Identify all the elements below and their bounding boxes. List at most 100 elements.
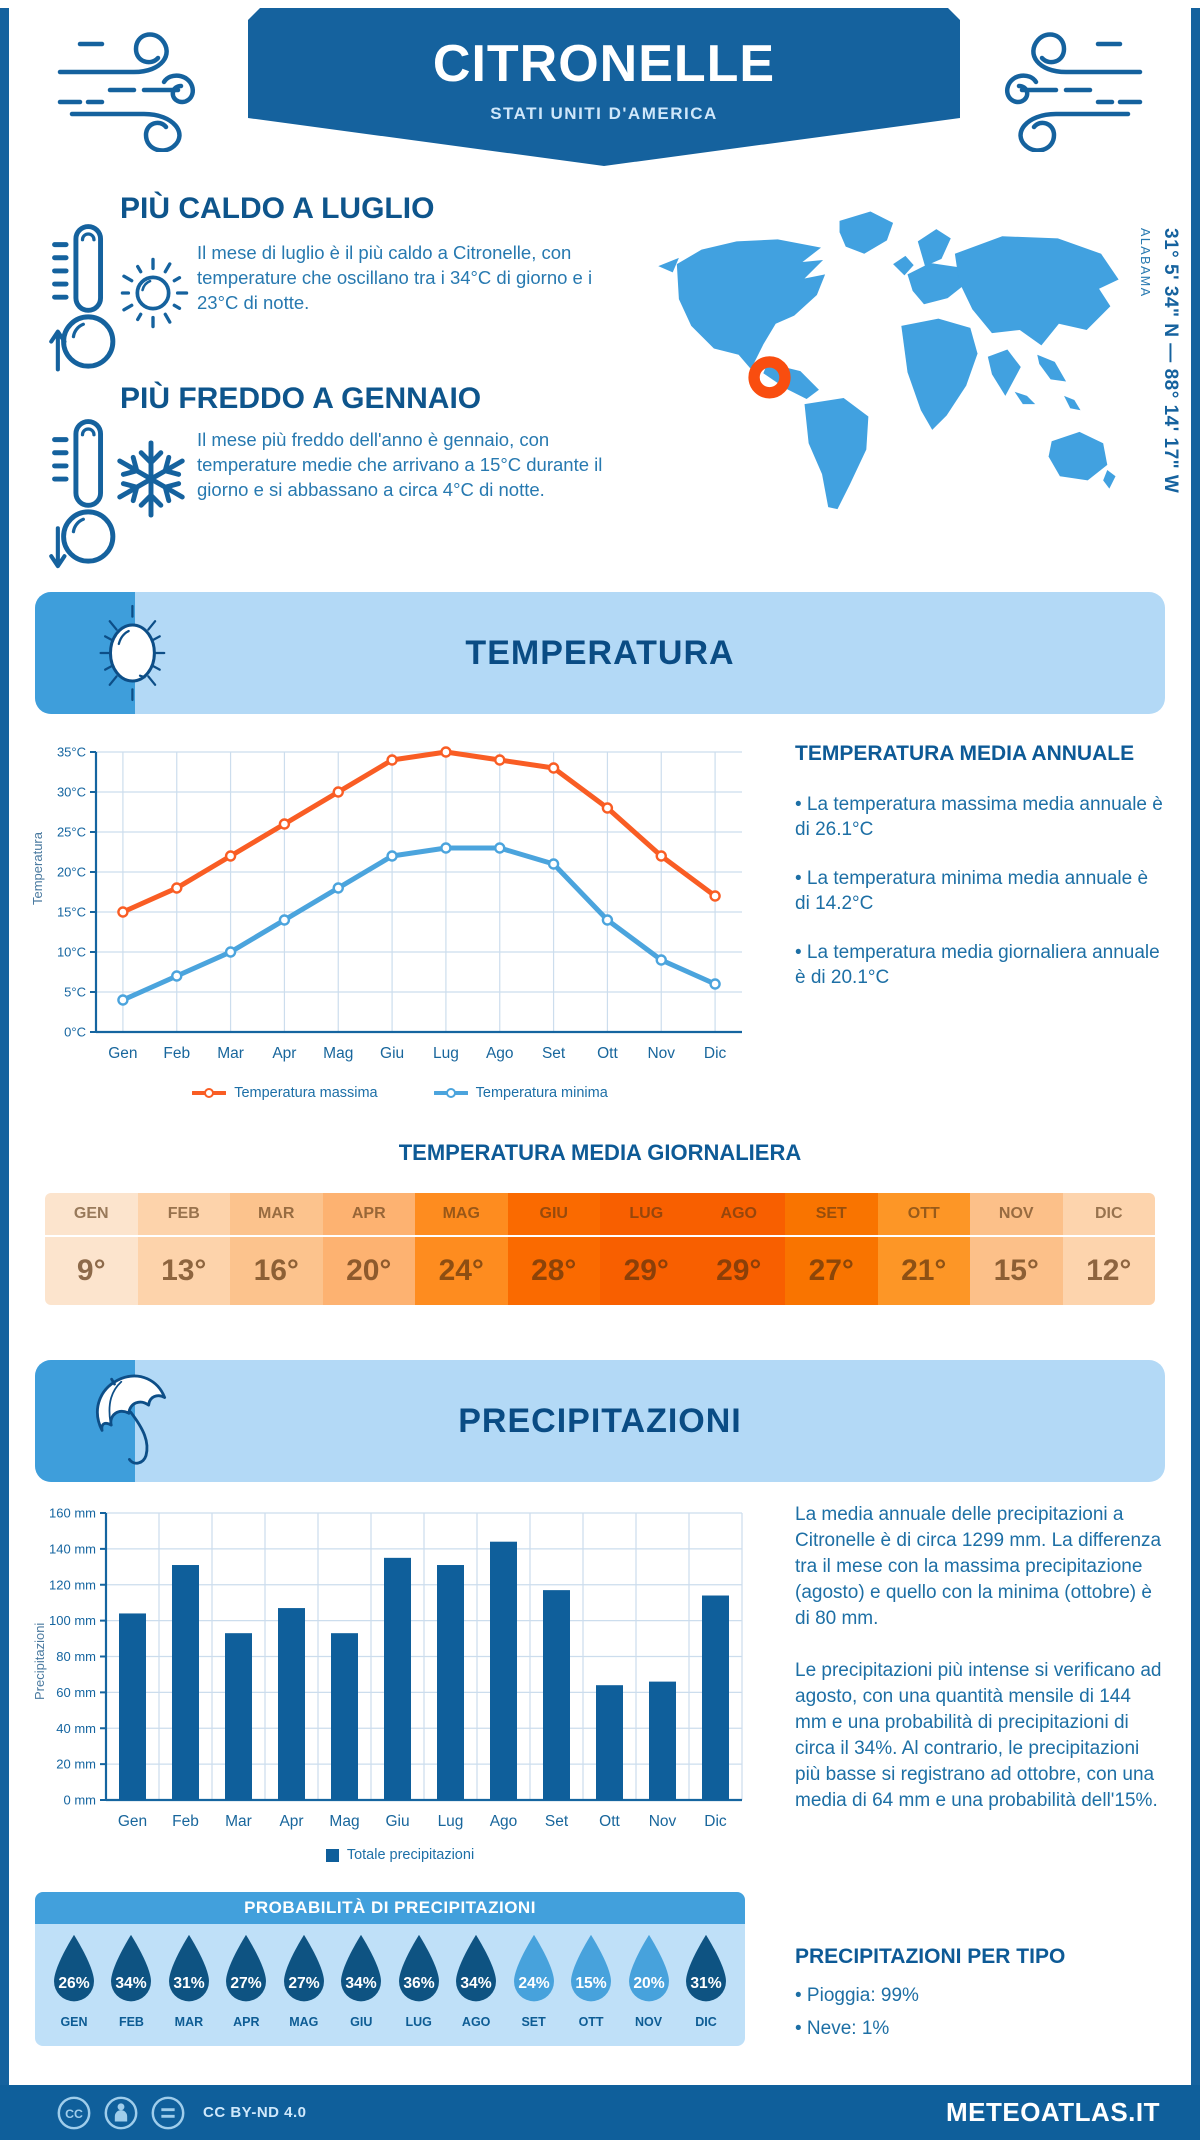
probability-droplet: 24% SET [507,1932,561,2046]
svg-text:Mag: Mag [323,1045,353,1062]
droplet-month: LUG [405,2015,432,2029]
daily-table-month: OTT [877,1193,970,1237]
daily-table-column: FEB 13° [137,1193,230,1305]
droplet-icon: 34% [456,1934,497,2002]
precipitation-paragraph: La media annuale delle precipitazioni a … [795,1504,1162,1630]
sun-icon [120,257,189,329]
svg-text:Ott: Ott [599,1813,620,1830]
probability-droplet: 34% GIU [334,1932,388,2046]
location-block: ALABAMA 31° 5' 34" N — 88° 14' 17" W [1138,228,1181,528]
legend-line-swatch [433,1088,468,1098]
annual-bullet: • La temperatura massima media annuale è… [795,794,1163,841]
svg-text:Lug: Lug [438,1813,464,1830]
daily-table-month: GIU [507,1193,600,1237]
legend-line-swatch [192,1088,227,1098]
droplet-month: MAG [289,2015,319,2029]
droplet-icon: 31% [168,1934,209,2002]
location-marker [748,356,791,399]
droplet-month: DIC [695,2015,717,2029]
temperature-chart: 0°C 5°C 10°C 15°C 20°C 25°C 30°C 35°C Gen Feb Mar A… [57,745,742,1062]
daily-table-column: GIU 28° [507,1193,600,1305]
droplet-icon: 27% [283,1934,324,2002]
probability-droplet: 36% LUG [392,1932,446,2046]
precipitation-paragraph: Le precipitazioni più intense si verific… [795,1660,1162,1812]
daily-table-column: NOV 15° [970,1193,1063,1305]
legend-item: Totale precipitazioni [325,1847,474,1863]
coordinates-label: 31° 5' 34" N — 88° 14' 17" W [1160,228,1181,494]
daily-table-month: APR [322,1193,415,1237]
precipitation-types-block: PRECIPITAZIONI PER TIPO • Pioggia: 99% • … [795,1945,1167,2049]
umbrella-banner-icon [96,1374,167,1465]
precipitation-type-bullet: • Neve: 1% [795,2018,890,2040]
precipitation-text-block: La media annuale delle precipitazioni a … [795,1502,1167,1840]
annual-bullet: • La temperatura minima media annuale è … [795,868,1149,915]
daily-table-month: DIC [1062,1193,1155,1237]
svg-text:40 mm: 40 mm [56,1721,96,1736]
probability-droplet: 34% AGO [449,1932,503,2046]
svg-text:Nov: Nov [649,1813,677,1830]
daily-table-column: APR 20° [322,1193,415,1305]
svg-text:10°C: 10°C [57,945,86,960]
svg-text:Mar: Mar [225,1813,252,1830]
thermometer-hot-icon [49,224,116,372]
svg-text:31%: 31% [690,1975,721,1992]
daily-table-month: LUG [600,1193,693,1237]
svg-text:100 mm: 100 mm [50,1613,96,1628]
daily-table-column: LUG 29° [600,1193,693,1305]
precipitation-section-title: PRECIPITAZIONI [458,1401,742,1440]
svg-text:34%: 34% [346,1975,377,1992]
legend-label: Temperatura minima [475,1085,608,1101]
svg-text:24%: 24% [518,1975,549,1992]
svg-text:140 mm: 140 mm [50,1541,96,1556]
daily-table-month: MAG [415,1193,508,1237]
svg-text:160 mm: 160 mm [50,1506,96,1521]
daily-table-value: 20° [346,1254,392,1287]
svg-text:Feb: Feb [172,1813,199,1830]
droplet-month: APR [233,2015,260,2029]
cold-title: PIÙ FREDDO A GENNAIO [120,382,482,415]
license-label: CC BY-ND 4.0 [203,2104,307,2121]
svg-text:Gen: Gen [108,1045,137,1062]
daily-table-value: 21° [901,1254,947,1287]
daily-table-column: SET 27° [785,1193,878,1305]
wind-icon [1004,32,1143,152]
daily-table-value: 13° [161,1254,207,1287]
svg-text:Lug: Lug [433,1045,459,1062]
daily-table-column: GEN 9° [45,1193,138,1305]
svg-text:Giu: Giu [380,1045,404,1062]
temperature-chart-wrap: 0°C 5°C 10°C 15°C 20°C 25°C 30°C 35°C Gen Feb Mar A… [50,742,750,1082]
daily-table-column: MAG 24° [415,1193,508,1305]
page-subtitle: STATI UNITI D'AMERICA [490,104,718,123]
precipitation-chart-wrap: 0 mm 20 mm 40 mm 60 mm 80 mm 100 mm 120 mm 140 … [49,1505,750,1850]
precipitation-chart-ylabel: Precipitazioni [32,1622,47,1700]
svg-text:35°C: 35°C [57,745,86,760]
cold-text: Il mese più freddo dell'anno è gennaio, … [197,429,603,500]
daily-table-month: NOV [970,1193,1063,1237]
svg-text:26%: 26% [58,1975,89,1992]
legend-label: Temperatura massima [234,1085,378,1101]
wind-icon [57,32,196,152]
svg-text:Ago: Ago [490,1813,518,1830]
droplet-month: MAR [174,2015,204,2029]
svg-text:15%: 15% [575,1975,606,1992]
droplet-month: GEN [60,2015,88,2029]
droplet-icon: 31% [686,1934,726,2002]
svg-text:20°C: 20°C [57,865,86,880]
svg-text:0°C: 0°C [64,1025,86,1040]
probability-droplets: 26% GEN 34% FEB 31% MAR 27% APR 27% MAG 34% GIU 36% L… [35,1924,745,2046]
daily-table-value: 9° [76,1254,106,1287]
page-title: CITRONELLE [432,35,776,93]
daily-table-value: 29° [716,1254,762,1287]
droplet-icon: 24% [513,1934,554,2002]
svg-text:Apr: Apr [279,1813,303,1830]
probability-droplet: 26% GEN [47,1932,101,2046]
daily-table-column: DIC 12° [1062,1193,1155,1305]
droplet-month: OTT [578,2015,604,2029]
daily-table-value: 12° [1086,1254,1132,1287]
svg-text:31%: 31% [173,1975,204,1992]
droplet-icon: 20% [628,1934,669,2002]
probability-droplet: 34% FEB [104,1932,158,2046]
temperature-banner: TEMPERATURA [35,592,1165,714]
svg-text:Nov: Nov [647,1045,675,1062]
